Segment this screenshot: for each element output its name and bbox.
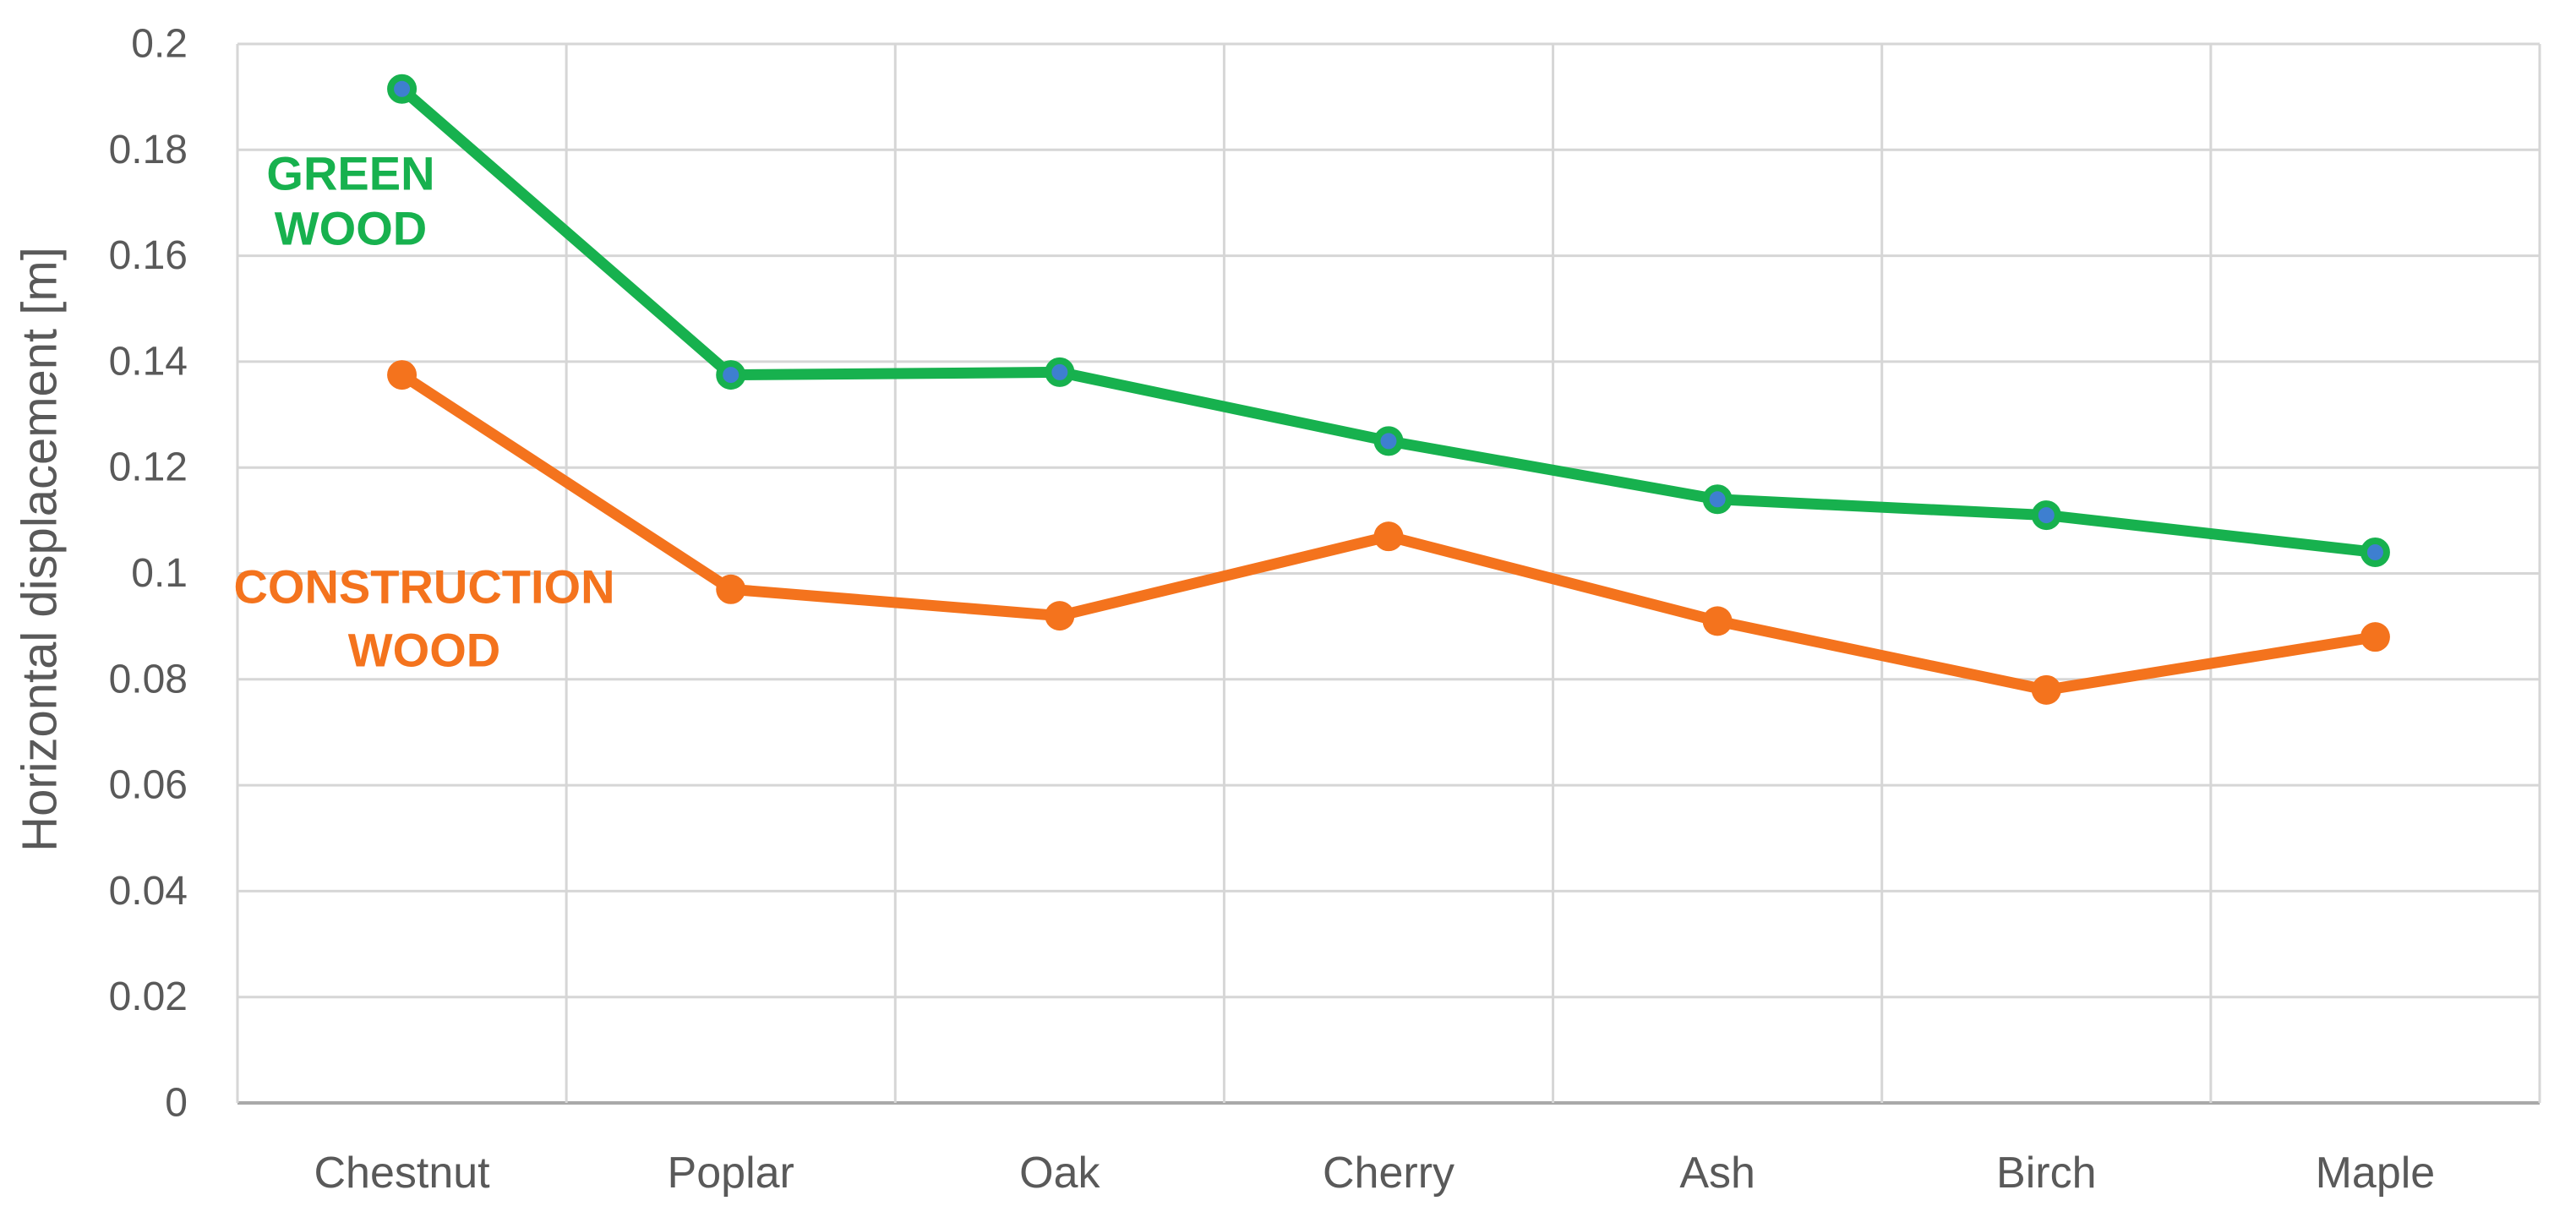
label-layer: 0 0.02 0.04 0.06 0.08 0.1 0.12 0.14 0.16 0.18 0.2 G… xyxy=(109,22,2436,1198)
y-tick-label: 0.18 xyxy=(109,128,188,172)
marker-green-wood-poplar xyxy=(716,360,746,390)
series-label: GREEN xyxy=(266,147,434,200)
x-category-label: Maple xyxy=(2316,1149,2436,1198)
marker-green-wood-maple xyxy=(2360,537,2390,567)
x-category-label: Ash xyxy=(1679,1149,1755,1198)
series-label: CONSTRUCTION xyxy=(233,560,614,614)
x-category-label: Birch xyxy=(1996,1149,2096,1198)
y-tick-label: 0.16 xyxy=(109,233,188,278)
series-label: WOOD xyxy=(348,624,500,677)
x-category-label: Chestnut xyxy=(314,1149,491,1198)
series-line-green-wood xyxy=(396,83,2381,558)
marker-construction-wood-chestnut xyxy=(387,360,418,390)
y-tick-label: 0.06 xyxy=(109,763,188,808)
x-category-label: Poplar xyxy=(668,1149,794,1198)
marker-green-wood-ash xyxy=(1702,484,1733,515)
marker-green-wood-birch xyxy=(2031,500,2061,531)
marker-green-wood-oak xyxy=(1045,357,1075,387)
series-layer xyxy=(387,74,2390,705)
marker-green-wood-chestnut xyxy=(387,74,418,104)
y-tick-label: 0.08 xyxy=(109,657,188,701)
x-category-label: Cherry xyxy=(1323,1149,1454,1198)
y-tick-label: 0.2 xyxy=(131,22,188,67)
grid-layer xyxy=(236,42,2541,1105)
y-tick-label: 0.12 xyxy=(109,445,188,490)
y-tick-label: 0.1 xyxy=(131,551,188,596)
marker-construction-wood-cherry xyxy=(1373,521,1404,552)
marker-construction-wood-ash xyxy=(1702,606,1733,636)
y-tick-label: 0.04 xyxy=(109,869,188,914)
series-label: WOOD xyxy=(275,202,427,255)
marker-construction-wood-oak xyxy=(1045,601,1075,631)
y-tick-label: 0.02 xyxy=(109,974,188,1019)
x-category-label: Oak xyxy=(1019,1149,1100,1198)
y-tick-label: 0.14 xyxy=(109,339,188,384)
y-tick-label: 0 xyxy=(165,1081,188,1126)
y-axis-title: Horizontal displacement [m] xyxy=(13,247,68,852)
marker-construction-wood-maple xyxy=(2360,622,2390,652)
marker-construction-wood-birch xyxy=(2031,674,2061,705)
marker-green-wood-cherry xyxy=(1373,426,1404,456)
marker-construction-wood-poplar xyxy=(716,574,746,604)
